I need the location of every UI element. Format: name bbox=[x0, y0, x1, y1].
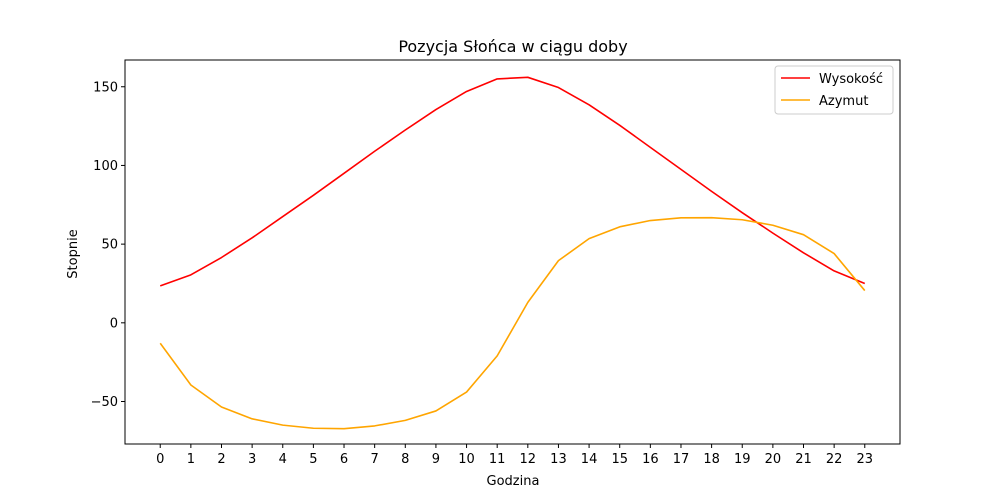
x-tick-label-0: 0 bbox=[156, 452, 164, 467]
chart-title: Pozycja Słońca w ciągu doby bbox=[398, 37, 627, 56]
x-tick-label-14: 14 bbox=[581, 452, 598, 467]
x-tick-label-18: 18 bbox=[703, 452, 720, 467]
x-tick-label-23: 23 bbox=[856, 452, 873, 467]
x-tick-label-17: 17 bbox=[673, 452, 690, 467]
x-axis-title: Godzina bbox=[487, 474, 540, 489]
series-line-0 bbox=[159, 76, 866, 287]
y-tick-label-0: −50 bbox=[91, 395, 118, 410]
y-tick-label-3: 100 bbox=[93, 159, 118, 174]
x-tick-label-13: 13 bbox=[550, 452, 567, 467]
x-tick-label-7: 7 bbox=[371, 452, 379, 467]
x-tick-label-4: 4 bbox=[279, 452, 287, 467]
x-tick-label-5: 5 bbox=[309, 452, 317, 467]
legend-label-1: Azymut bbox=[819, 94, 868, 109]
axes-frame bbox=[124, 59, 901, 445]
series-line-1 bbox=[159, 216, 866, 430]
legend-label-0: Wysokość bbox=[819, 72, 883, 87]
x-tick-label-9: 9 bbox=[432, 452, 440, 467]
x-tick-label-2: 2 bbox=[217, 452, 225, 467]
x-tick-label-22: 22 bbox=[826, 452, 843, 467]
x-tick-label-16: 16 bbox=[642, 452, 659, 467]
legend: Wysokość Azymut bbox=[774, 65, 894, 115]
y-tick-label-2: 50 bbox=[101, 238, 118, 253]
x-tick-label-10: 10 bbox=[458, 452, 475, 467]
x-tick-label-1: 1 bbox=[187, 452, 195, 467]
y-tick-label-4: 150 bbox=[93, 80, 118, 95]
y-tick-label-1: 0 bbox=[110, 316, 118, 331]
x-tick-label-12: 12 bbox=[520, 452, 537, 467]
plot-area: 0 1 2 3 4 5 6 7 8 9 10 11 12 13 14 15 16 17 18 19 20 21 22 23−5… bbox=[91, 59, 901, 467]
x-tick-label-19: 19 bbox=[734, 452, 751, 467]
x-tick-label-21: 21 bbox=[795, 452, 812, 467]
x-tick-label-8: 8 bbox=[401, 452, 409, 467]
x-tick-label-6: 6 bbox=[340, 452, 348, 467]
x-tick-label-20: 20 bbox=[765, 452, 782, 467]
x-tick-label-3: 3 bbox=[248, 452, 256, 467]
y-axis-title: Stopnie bbox=[66, 229, 81, 278]
x-tick-label-15: 15 bbox=[611, 452, 628, 467]
x-tick-label-11: 11 bbox=[489, 452, 506, 467]
